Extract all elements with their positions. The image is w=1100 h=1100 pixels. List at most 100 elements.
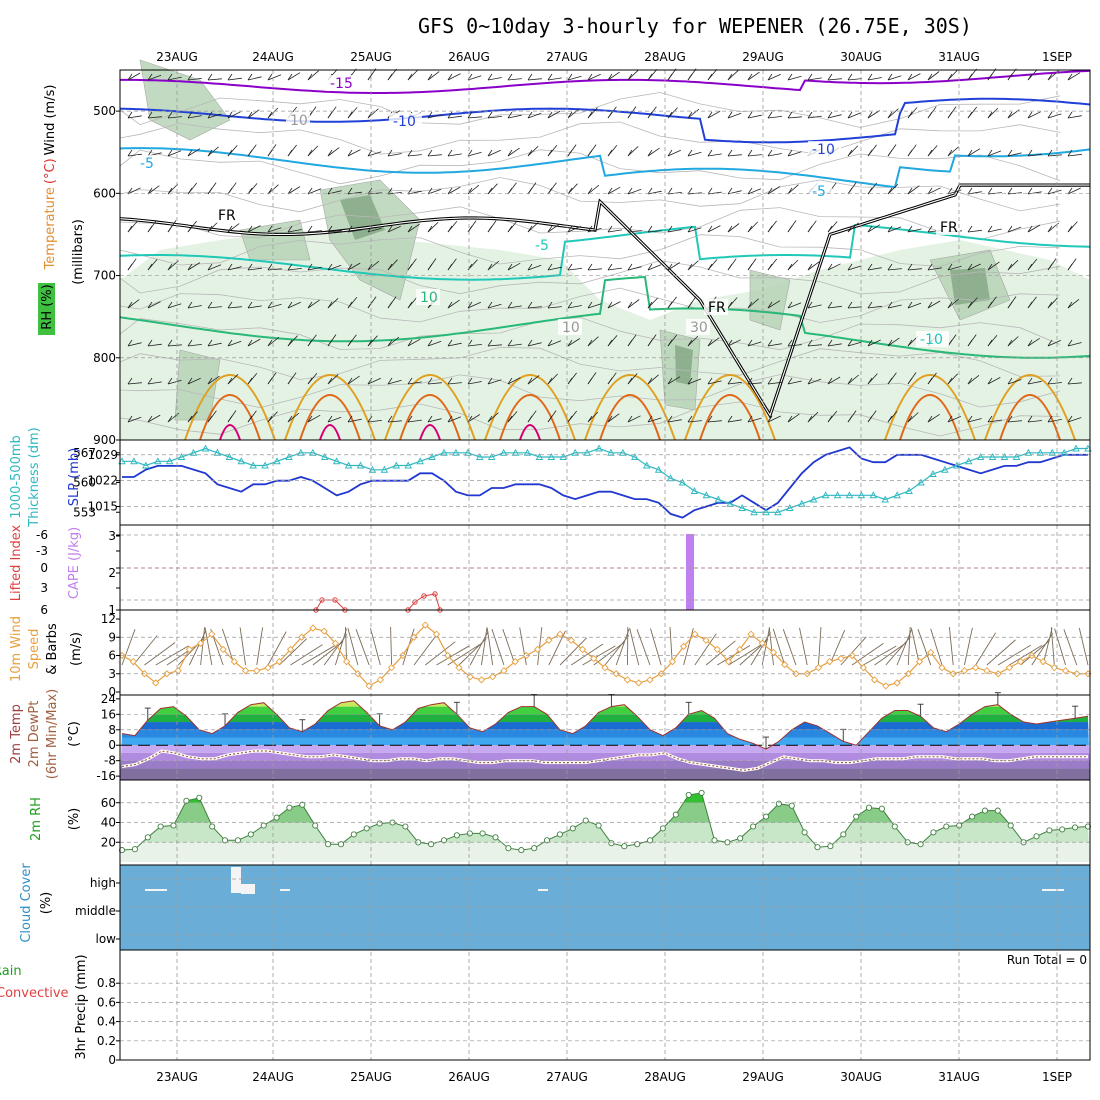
thickness-point: [1048, 448, 1056, 456]
wind-barb-flag: [487, 339, 493, 347]
rh-point: [492, 834, 499, 841]
wind-barb: [847, 145, 858, 157]
wind-barb-flag: [147, 225, 153, 233]
wind-barb-flag: [1027, 111, 1033, 119]
thickness-point: [440, 448, 448, 456]
rh-point: [440, 837, 448, 844]
wind-barb-10m: [975, 632, 997, 666]
panel-bg-precip: [120, 950, 1090, 1060]
panel-label-part: (%): [39, 892, 54, 915]
thickness-point: [762, 508, 770, 516]
y-tick-label: -16: [96, 769, 116, 783]
wind-barb-flag: [247, 263, 253, 271]
wind-contour: [119, 260, 1061, 295]
wind-barb-flag: [247, 73, 253, 81]
wind-barb: [787, 75, 802, 81]
wind-barb-flag: [347, 263, 353, 271]
wind-barb-flag: [767, 415, 773, 423]
wind-barb: [487, 303, 502, 309]
wind-barb-flag: [487, 263, 493, 271]
wind-barb: [127, 187, 141, 195]
panel-label-part: Thickness (dm): [27, 427, 42, 527]
wind-barb-10m: [334, 628, 347, 666]
precip-panel: Run Total = 0: [1007, 953, 1087, 967]
wind-barb-flag: [287, 263, 293, 271]
wind-barb-flag: [667, 263, 673, 271]
thickness-point: [261, 461, 269, 469]
thickness-point: [642, 461, 651, 469]
wind-barb-flag: [307, 263, 313, 271]
rh-point: [981, 807, 989, 814]
contour-label-bg: [326, 75, 359, 91]
rh-shading-max: [950, 268, 990, 305]
wind-barb: [267, 336, 280, 347]
rh-point: [505, 845, 512, 852]
wind-barb-flag: [347, 415, 353, 423]
wind-barb-flag: [267, 73, 273, 81]
wind-barb: [647, 297, 658, 309]
wind-barb: [1047, 154, 1062, 157]
rh-point: [453, 832, 460, 839]
wind-barb: [627, 146, 639, 157]
wind-barb: [247, 225, 261, 233]
wind-speed-point: [444, 651, 452, 660]
panel-label-part: 2m RH: [29, 797, 44, 841]
thickness-point: [953, 461, 961, 469]
contour-label: FR: [708, 300, 726, 316]
wind-barb-flag: [727, 301, 733, 309]
wind-barb-flag: [427, 377, 433, 385]
wind-barb: [147, 381, 162, 385]
thickness-point: [165, 457, 174, 465]
wind-speed-point: [882, 682, 890, 690]
wind-barb-flag: [507, 339, 513, 347]
wind-barb-flag: [947, 263, 953, 271]
rh-point: [801, 829, 808, 836]
wind-barb-flag: [587, 111, 593, 119]
wind-speed-point: [241, 667, 250, 675]
temp-contour-20: [319, 424, 341, 441]
wind-barb: [507, 78, 522, 81]
wind-speed-point: [758, 639, 766, 647]
wind-barb: [487, 379, 502, 385]
rh-point: [221, 837, 229, 844]
wind-barb-10m: [239, 627, 247, 666]
precip-conv-label: Convective: [0, 986, 69, 1001]
wind-barb: [827, 114, 842, 119]
contour-label-bg: [558, 319, 582, 335]
wind-barb: [747, 71, 760, 81]
wind-barb-flag: [1007, 415, 1013, 423]
wind-barb-flag: [607, 225, 613, 233]
wind-barb: [1007, 192, 1022, 195]
wind-barb: [1047, 419, 1062, 423]
wind-barb-flag: [987, 377, 993, 385]
wind-barb-flag: [187, 149, 193, 157]
wind-barb: [747, 341, 762, 347]
panel-label-part: RH (%): [40, 284, 55, 329]
wind-barb-flag: [847, 225, 853, 233]
wind-barb: [627, 299, 640, 309]
wind-barb-flag: [347, 149, 353, 157]
wind-barb: [567, 305, 582, 309]
thickness-line: [122, 447, 1088, 513]
wind-barb-flag: [887, 111, 893, 119]
wind-barb-10m: [799, 627, 808, 666]
wind-barb-flag: [547, 377, 553, 385]
precip-total-label: Total / Rain: [0, 964, 22, 979]
wind-barb: [947, 146, 959, 157]
wind-barb-flag: [147, 377, 153, 385]
wind-barb: [647, 230, 662, 233]
wind-barb-flag: [487, 377, 493, 385]
wind-barb-flag: [967, 111, 973, 119]
wind-barb: [847, 265, 862, 271]
wind-barb-flag: [227, 225, 233, 233]
y-tick-label: 12: [101, 612, 116, 626]
wind-speed-point: [635, 679, 643, 687]
contour-label-bg: [686, 319, 710, 335]
wind-barb-flag: [887, 339, 893, 347]
wind-barb: [467, 75, 482, 81]
thickness-point: [571, 448, 579, 456]
rh-band: [120, 842, 1090, 862]
wind-barb: [527, 146, 539, 157]
wind-contour: [119, 234, 1061, 268]
thickness-point: [845, 491, 854, 499]
